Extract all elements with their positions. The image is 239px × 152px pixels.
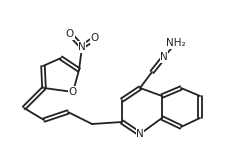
- Text: O: O: [66, 29, 74, 39]
- Text: N: N: [160, 52, 168, 62]
- Text: O: O: [91, 33, 99, 43]
- Text: NH₂: NH₂: [166, 38, 186, 48]
- Text: N: N: [78, 42, 86, 52]
- Text: N: N: [136, 129, 144, 139]
- Text: O: O: [69, 87, 77, 97]
